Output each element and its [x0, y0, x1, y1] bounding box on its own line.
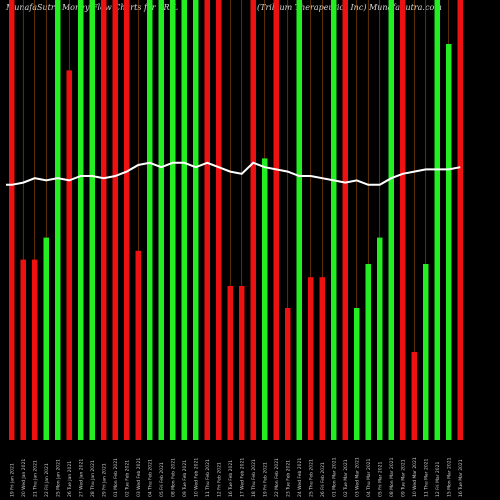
bar-up — [388, 0, 394, 440]
bar-up — [354, 308, 360, 440]
x-tick-label: 22 Mon Feb 2021 — [274, 458, 280, 497]
bar-down — [400, 0, 406, 440]
x-tick-label: 01 Mon Feb 2021 — [113, 458, 119, 497]
bar-down — [457, 0, 463, 440]
x-tick-label: 18 Thu Feb 2021 — [251, 459, 257, 497]
x-tick-label: 04 Thu Feb 2021 — [147, 459, 153, 497]
bar-down — [250, 0, 256, 440]
bar-up — [331, 0, 337, 440]
bar-down — [227, 286, 233, 440]
bar-down — [101, 0, 107, 440]
x-tick-label: 16 Tue Mar 2021 — [458, 459, 464, 497]
bar-up — [55, 0, 61, 440]
bar-down — [9, 0, 15, 440]
x-tick-label: 23 Tue Feb 2021 — [285, 460, 291, 497]
chart-subtitle: (Trillium Therapeutics Inc) MunafaSutra.… — [257, 3, 442, 12]
x-tick-label: 29 Fri Jan 2021 — [101, 463, 107, 497]
bar-down — [66, 70, 72, 441]
x-tick-label: 02 Tue Mar 2021 — [343, 459, 349, 497]
x-tick-label: 02 Tue Feb 2021 — [124, 460, 130, 497]
x-tick-label: 22 Fri Jan 2021 — [44, 463, 50, 497]
bar-up — [89, 0, 95, 440]
bar-down — [135, 250, 141, 440]
money-flow-line — [6, 161, 461, 186]
bar-down — [124, 0, 130, 440]
bar-down — [411, 352, 417, 440]
bar-down — [204, 0, 210, 440]
bar-up — [181, 0, 187, 440]
x-tick-label: 19 Fri Jan 2021 — [9, 463, 15, 497]
x-tick-label: 05 Fri Mar 2021 — [377, 462, 383, 497]
bar-up — [78, 0, 84, 440]
x-tick-label: 04 Thu Mar 2021 — [366, 458, 372, 497]
x-tick-label: 24 Wed Feb 2021 — [297, 458, 303, 497]
x-tick-label: 19 Fri Feb 2021 — [262, 462, 268, 497]
bar-up — [434, 0, 440, 440]
bar-up — [423, 264, 429, 440]
x-tick-label: 12 Fri Feb 2021 — [216, 462, 222, 497]
x-tick-label: 08 Mon Mar 2021 — [389, 457, 395, 497]
x-tick-label: 26 Tue Jan 2021 — [67, 461, 73, 497]
bar-down — [20, 259, 26, 440]
x-tick-label: 25 Mon Jan 2021 — [55, 459, 61, 497]
bar-down — [112, 0, 118, 440]
x-tick-label: 03 Wed Feb 2021 — [136, 458, 142, 497]
x-tick-label: 09 Tue Mar 2021 — [400, 459, 406, 497]
x-tick-label: 09 Tue Feb 2021 — [182, 460, 188, 497]
x-tick-label: 11 Thu Mar 2021 — [423, 458, 429, 497]
x-tick-label: 10 Wed Mar 2021 — [412, 457, 418, 497]
bar-up — [377, 237, 383, 440]
x-tick-label: 21 Thu Jan 2021 — [32, 460, 38, 497]
x-tick-label: 26 Fri Feb 2021 — [320, 462, 326, 497]
bar-down — [319, 277, 325, 440]
x-tick-label: 10 Wed Feb 2021 — [193, 458, 199, 497]
x-tick-label: 11 Thu Feb 2021 — [205, 459, 211, 497]
x-tick-label: 17 Wed Feb 2021 — [239, 458, 245, 497]
x-tick-label: 15 Mon Mar 2021 — [446, 457, 452, 497]
x-tick-label: 03 Wed Mar 2021 — [354, 457, 360, 497]
x-tick-label: 08 Mon Feb 2021 — [170, 458, 176, 497]
bar-down — [273, 0, 279, 440]
x-tick-label: 25 Thu Feb 2021 — [308, 459, 314, 497]
bar-up — [365, 264, 371, 440]
x-tick-label: 20 Wed Jan 2021 — [21, 459, 27, 497]
bar-down — [342, 0, 348, 440]
x-tick-label: 16 Tue Feb 2021 — [228, 460, 234, 497]
bar-up — [193, 0, 199, 440]
x-tick-label: 05 Fri Feb 2021 — [159, 462, 165, 497]
bar-down — [32, 259, 38, 440]
x-tick-label: 28 Thu Jan 2021 — [90, 460, 96, 497]
bar-up — [262, 158, 268, 440]
bar-down — [308, 277, 314, 440]
x-tick-label: 01 Mon Mar 2021 — [331, 457, 337, 497]
bar-up — [158, 0, 164, 440]
bar-down — [216, 0, 222, 440]
bar-up — [43, 237, 49, 440]
bar-up — [147, 0, 153, 440]
x-tick-label: 12 Fri Mar 2021 — [435, 462, 441, 497]
x-tick-label: 27 Wed Jan 2021 — [78, 459, 84, 497]
bar-down — [285, 308, 291, 440]
bar-up — [446, 44, 452, 440]
bar-up — [296, 0, 302, 440]
bar-up — [170, 0, 176, 440]
bar-down — [239, 286, 245, 440]
